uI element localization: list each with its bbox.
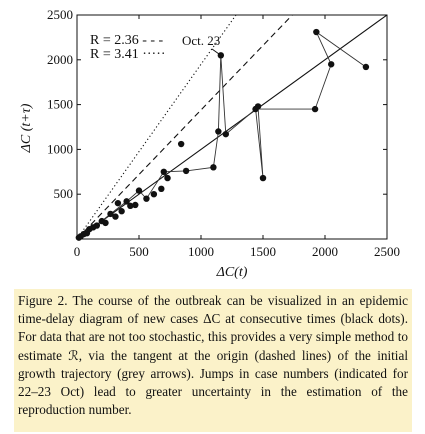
annotation-oct23: Oct. 23: [182, 33, 220, 48]
time-delay-chart: 0 500 1000 1500 2000 25005001000150020002500 …: [19, 7, 400, 280]
figure-caption: Figure 2. The course of the outbreak can…: [14, 289, 412, 432]
y-tick-label: 2000: [47, 52, 73, 67]
axes: 0 500 1000 1500 2000 2500 500 1000 1500 2000 2500: [47, 7, 400, 259]
y-tick-label: 500: [54, 186, 74, 201]
data-point: [93, 222, 101, 229]
data-point: [177, 140, 185, 148]
data-point: [102, 219, 109, 227]
data-point: [132, 201, 139, 209]
data-point: [222, 130, 229, 138]
data-point: [158, 185, 165, 193]
y-tick-label: 1500: [47, 97, 73, 112]
data-point: [311, 105, 319, 113]
data-point: [217, 52, 225, 59]
plot-frame: [76, 14, 388, 240]
data-point: [114, 199, 122, 207]
data-point: [328, 61, 335, 68]
data-point: [182, 167, 190, 175]
y-axis-title: ΔC (t+τ): [19, 103, 34, 153]
x-axis-title: ΔC(t): [216, 265, 248, 280]
x-tick-label: 1500: [250, 244, 276, 259]
data-point: [313, 28, 320, 36]
annotation-arrow: [211, 48, 220, 55]
trajectory-path: [78, 30, 367, 239]
x-tick-label: 2000: [312, 244, 338, 259]
x-tick-label: 0: [74, 244, 81, 259]
data-point: [259, 174, 267, 182]
x-tick-label: 2500: [374, 244, 400, 259]
data-point: [210, 164, 217, 171]
x-tick-label: 1000: [188, 244, 214, 259]
data-point: [150, 191, 158, 198]
data-point: [135, 187, 143, 194]
y-tick-label: 1000: [47, 141, 73, 156]
data-point: [118, 208, 125, 215]
legend-r1: R = 2.36 - - -: [90, 33, 164, 48]
trajectory-line: [78, 30, 367, 239]
data-point: [164, 174, 171, 182]
data-point: [127, 202, 134, 210]
data-point: [254, 103, 262, 110]
data-point: [215, 128, 222, 135]
data-point: [107, 210, 114, 218]
x-tick-label: 500: [129, 244, 149, 259]
data-points: [75, 28, 370, 241]
reference-line-0: [77, 15, 294, 239]
data-point: [112, 213, 119, 220]
data-point: [160, 168, 167, 175]
legend-r2: R = 3.41 ·····: [90, 47, 166, 62]
data-point: [143, 195, 150, 202]
data-point: [362, 63, 370, 71]
y-tick-label: 2500: [47, 7, 73, 22]
data-point: [123, 198, 130, 205]
